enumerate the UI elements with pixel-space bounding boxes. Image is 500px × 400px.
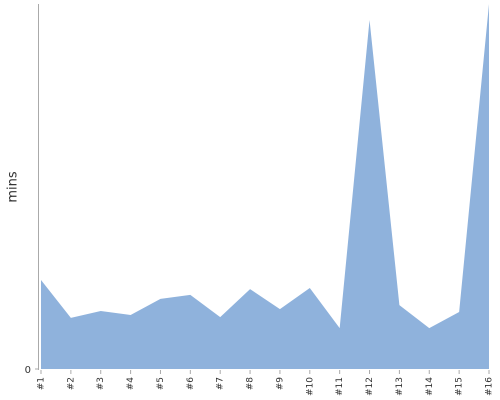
x-tick-label: #4 <box>126 377 136 391</box>
x-tick-label: #2 <box>66 377 76 390</box>
x-tick-label: #11 <box>335 377 345 396</box>
x-tick-label: #14 <box>425 377 435 396</box>
x-tick-label: #5 <box>156 377 166 390</box>
x-tick-label: #6 <box>186 377 196 391</box>
x-tick-label: #13 <box>395 377 405 396</box>
x-tick-label: #3 <box>96 377 106 390</box>
y-tick-label: 0 <box>25 365 31 376</box>
x-tick-label: #15 <box>455 377 465 396</box>
x-tick-label: #12 <box>365 377 375 396</box>
x-tick-label: #8 <box>246 377 256 391</box>
x-tick-label: #16 <box>485 377 495 396</box>
x-tick-label: #10 <box>305 377 315 396</box>
x-tick-label: #7 <box>216 377 226 390</box>
x-tick-label: #1 <box>37 377 47 390</box>
area <box>41 4 489 369</box>
x-tick-label: #9 <box>275 377 285 391</box>
y-axis-label: mins <box>6 171 21 203</box>
